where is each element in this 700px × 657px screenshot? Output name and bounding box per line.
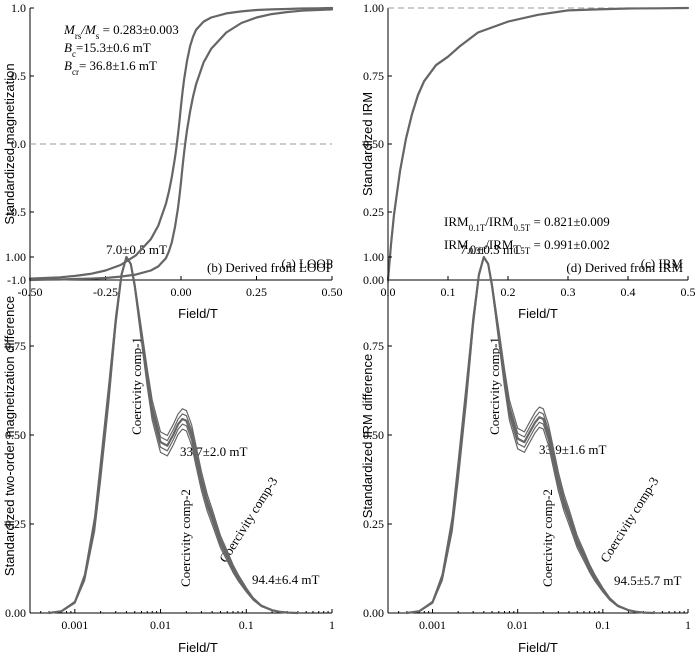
x-tick-label-c: 0.4	[621, 285, 636, 299]
plot-layer: -1.0-0.50.00.51.0-0.50 -0.25 0.00 0.25 0.500…	[5, 1, 696, 632]
panel-b-xlabel: Field/T	[178, 640, 218, 655]
y-tick-label-c: 0.00	[363, 273, 384, 287]
plot-b: 0.00 0.25 0.50 0.75 1.00 0.001 0.01 0.1 1	[5, 250, 335, 632]
panel-d-comp2: Coercivity comp-2	[540, 489, 555, 587]
y-tick-label-b: 1.00	[5, 250, 26, 264]
series-line-c-0	[387, 7, 689, 278]
panel-a: Standardized magnetization Field/T (a) L…	[2, 22, 333, 321]
x-tick-label-c: 0.1	[441, 285, 456, 299]
panel-c-xlabel: Field/T	[518, 306, 558, 321]
panel-d-peak1: 7.0±0.3 mT	[460, 242, 521, 257]
x-tick-label-d: 1	[685, 618, 691, 632]
x-tick-label-c: 0.3	[561, 285, 576, 299]
y-tick-label-b: 0.00	[5, 606, 26, 620]
series-line-d-0	[406, 256, 655, 614]
x-tick-label-a: 0.50	[322, 285, 343, 299]
x-tick-label-b: 0.001	[61, 618, 88, 632]
y-tick-label-d: 1.00	[363, 250, 384, 264]
panel-d-label: (d) Derived from IRM	[566, 260, 683, 275]
panel-c: Standardized IRM Field/T (c) IRM IRM0.1T…	[360, 92, 683, 321]
y-tick-label-d: 0.25	[363, 517, 384, 531]
plot-d: 0.00 0.25 0.50 0.75 1.00 0.001 0.01 0.1 1	[363, 250, 691, 632]
panel-a-bc: Bc=15.3±0.6 mT	[64, 40, 151, 59]
plot-a: -1.0-0.50.00.51.0-0.50 -0.25 0.00 0.25 0.50	[7, 1, 343, 299]
y-tick-label-d: 0.50	[363, 428, 384, 442]
y-tick-label-a: 0.5	[11, 69, 26, 83]
y-tick-label-a: -0.5	[7, 205, 26, 219]
y-tick-label-a: 1.0	[11, 1, 26, 15]
y-tick-label-b: 0.25	[5, 517, 26, 531]
y-tick-label-d: 0.00	[363, 606, 384, 620]
panel-d-peak3: 94.5±5.7 mT	[614, 573, 681, 588]
panel-b-comp1: Coercivity comp-1	[129, 337, 144, 435]
x-tick-label-d: 0.001	[419, 618, 446, 632]
panel-c-ratio1: IRM0.1T/IRM0.5T = 0.821±0.009	[444, 214, 610, 233]
y-tick-label-c: 0.25	[363, 205, 384, 219]
panel-d-comp1: Coercivity comp-1	[487, 337, 502, 435]
series-line-a-0	[29, 7, 333, 280]
panel-d-xlabel: Field/T	[518, 640, 558, 655]
panel-c-ratio2: IRM0.3T/IRM0.5T = 0.991±0.002	[444, 237, 610, 256]
x-tick-label-a: 0.00	[171, 285, 192, 299]
series-line-b-0	[48, 256, 299, 614]
x-tick-label-c: 0.5	[681, 285, 696, 299]
panel-a-label: (a) LOOP	[281, 256, 333, 271]
panel-a-bcr: Bcr= 36.8±1.6 mT	[64, 58, 157, 77]
panel-b-ylabel: Standardized two-order magnetization dif…	[2, 296, 17, 576]
x-tick-label-b: 0.1	[239, 618, 254, 632]
panel-c-ylabel: Standardized IRM	[360, 92, 375, 196]
panel-a-ylabel: Standardized magnetization	[2, 63, 17, 224]
y-tick-label-c: 0.75	[363, 69, 384, 83]
x-tick-label-a: 0.25	[246, 285, 267, 299]
series-line-b-0	[47, 255, 299, 615]
plot-c: 0.000.250.500.751.000.0 0.1 0.2 0.3 0.4 0.5	[363, 1, 696, 299]
y-tick-label-c: 0.50	[363, 137, 384, 151]
panel-b-peak2: 33.7±2.0 mT	[180, 444, 247, 459]
panel-b-comp2: Coercivity comp-2	[178, 489, 193, 587]
y-tick-label-b: 0.75	[5, 339, 26, 353]
panel-b: Standardized two-order magnetization dif…	[2, 242, 333, 655]
y-tick-label-b: 0.50	[5, 428, 26, 442]
y-tick-label-a: -1.0	[7, 273, 26, 287]
panel-c-label: (c) IRM	[641, 256, 684, 271]
panel-b-label: (b) Derived from LOOP	[207, 260, 333, 275]
x-tick-label-c: 0.2	[501, 285, 516, 299]
y-tick-label-d: 0.75	[363, 339, 384, 353]
panel-d-comp3: Coercivity comp-3	[597, 474, 662, 565]
x-tick-label-b: 0.01	[150, 618, 171, 632]
x-tick-label-a: -0.25	[93, 285, 118, 299]
panel-d: Standardized IRM difference Field/T (d) …	[360, 242, 683, 655]
panel-a-xlabel: Field/T	[178, 306, 218, 321]
x-tick-label-d: 0.1	[595, 618, 610, 632]
panel-b-peak1: 7.0±0.5 mT	[106, 242, 167, 257]
x-tick-label-b: 1	[329, 618, 335, 632]
panel-a-mrs-ms: Mrs/Ms = 0.283±0.003	[63, 22, 179, 41]
series-line-a-1	[29, 8, 333, 281]
x-tick-label-d: 0.01	[507, 618, 528, 632]
y-tick-label-c: 1.00	[363, 1, 384, 15]
panel-b-peak3: 94.4±6.4 mT	[252, 572, 319, 587]
panel-d-ylabel: Standardized IRM difference	[360, 354, 375, 519]
y-tick-label-a: 0.0	[11, 137, 26, 151]
panel-d-peak2: 33.9±1.6 mT	[539, 442, 606, 457]
